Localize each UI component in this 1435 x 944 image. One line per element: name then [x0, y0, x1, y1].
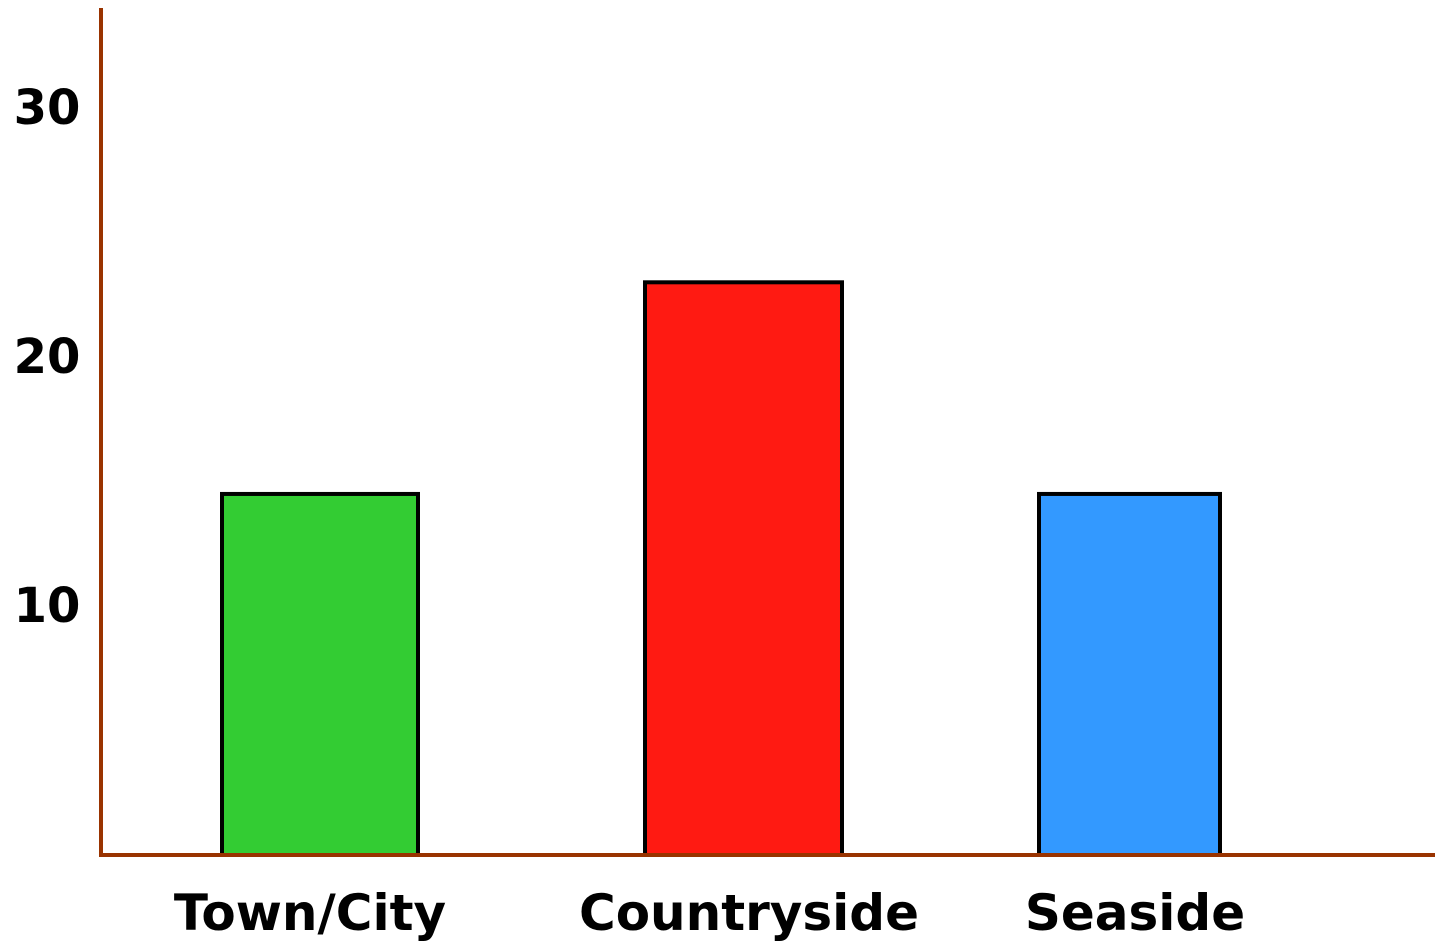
y-tick-label-30: 30 [14, 80, 81, 136]
bar-town-city [220, 491, 420, 857]
axes [99, 8, 1435, 857]
category-label-town-city: Town/City [174, 884, 446, 942]
category-labels: Town/City Countryside Seaside [174, 884, 1245, 942]
bars [220, 280, 1222, 857]
y-tick-labels: 10 20 30 [14, 80, 81, 634]
y-tick-label-20: 20 [14, 329, 81, 385]
bar-seaside [1037, 491, 1222, 857]
category-label-seaside: Seaside [1025, 884, 1245, 942]
y-tick-label-10: 10 [14, 578, 81, 634]
bar-countryside [643, 280, 844, 857]
category-label-countryside: Countryside [579, 884, 919, 942]
